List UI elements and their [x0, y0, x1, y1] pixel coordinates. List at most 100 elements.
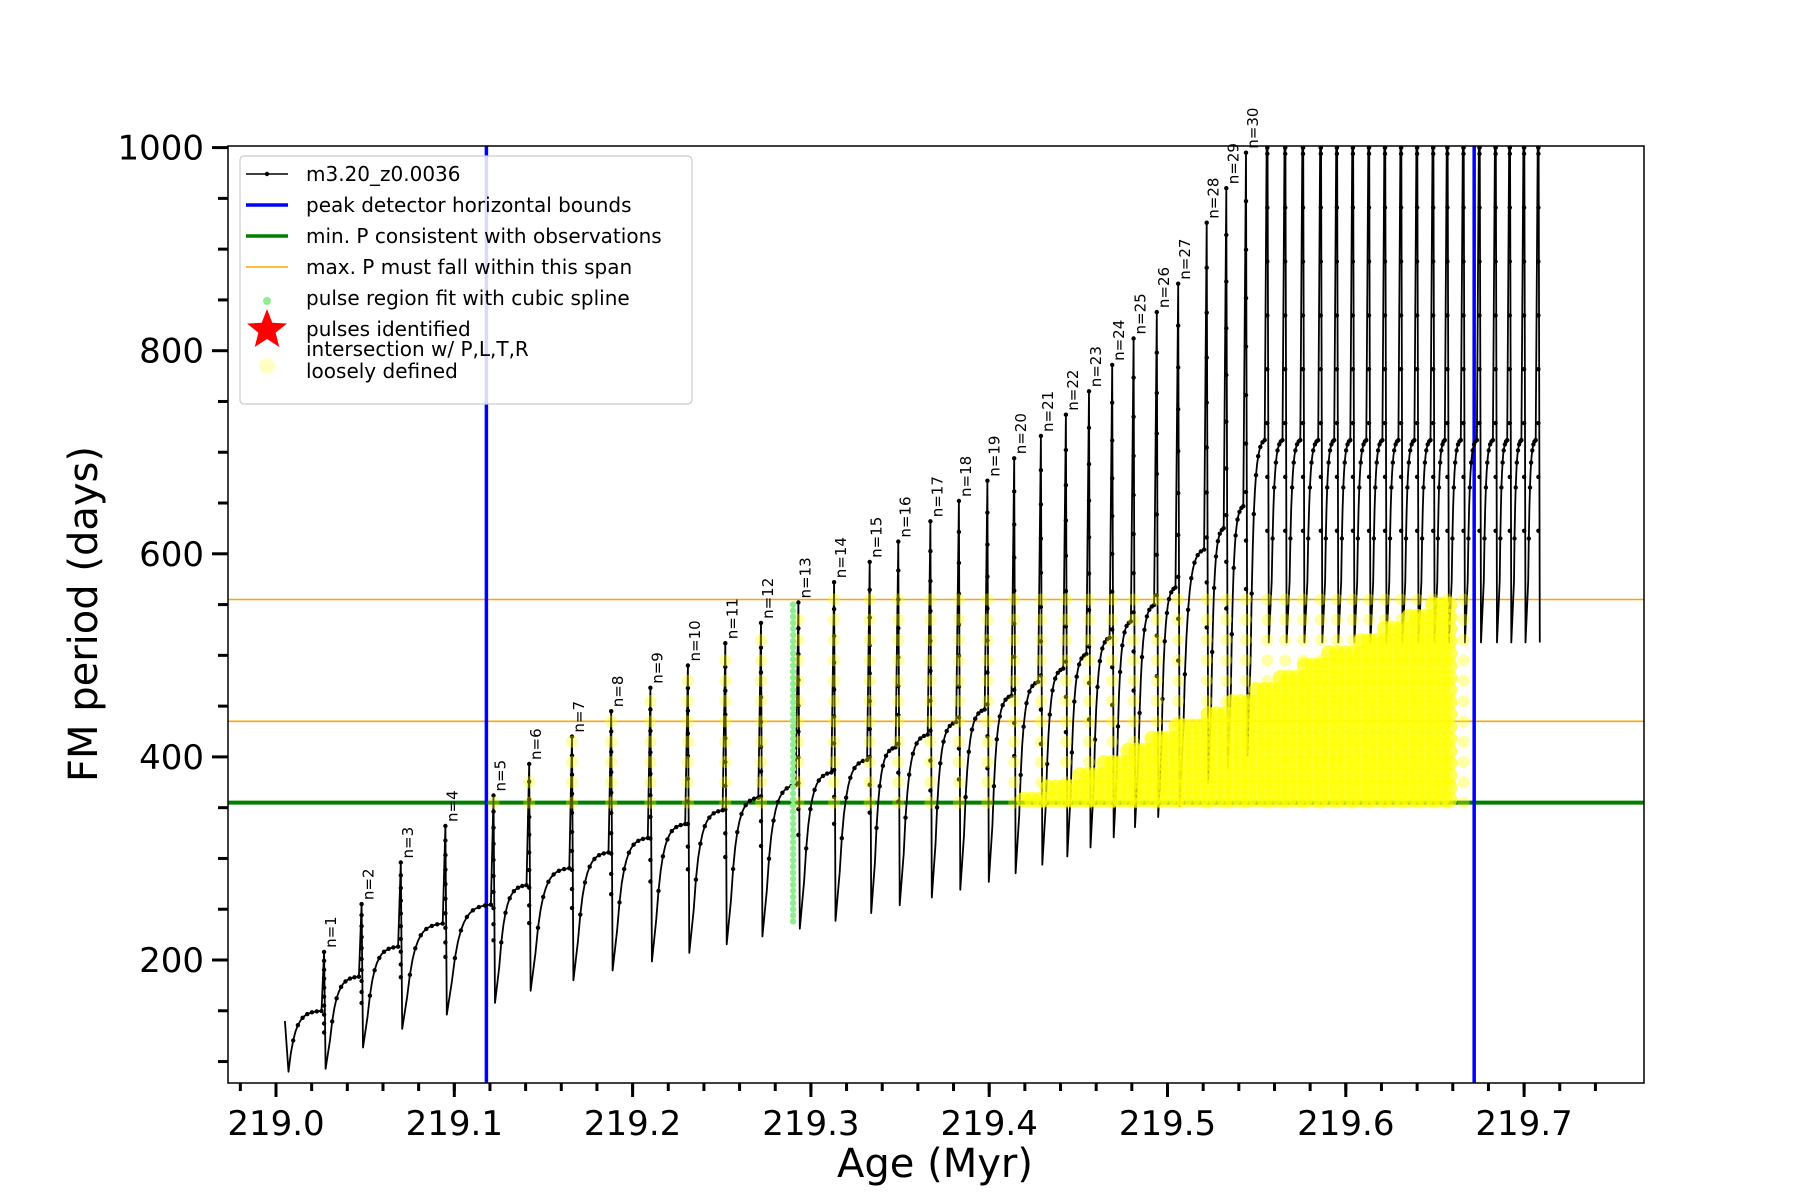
model-point: [1474, 437, 1480, 443]
model-point: [440, 921, 445, 926]
model-point: [747, 798, 753, 803]
legend-label: peak detector horizontal bounds: [306, 193, 632, 217]
model-point: [1038, 741, 1044, 747]
spline-point: [789, 772, 797, 779]
intersection-marker: [1220, 634, 1233, 647]
model-point: [985, 478, 990, 483]
model-point: [1327, 448, 1333, 453]
model-point: [609, 709, 614, 714]
model-point: [852, 765, 857, 771]
intersection-marker: [1059, 715, 1072, 728]
model-point: [994, 737, 999, 742]
intersection-marker: [892, 735, 905, 748]
model-point: [561, 866, 567, 872]
model-point: [1521, 259, 1527, 264]
model-point: [1154, 390, 1160, 396]
spline-point: [789, 656, 797, 663]
model-point: [1131, 649, 1136, 654]
intersection-marker: [644, 776, 657, 789]
intersection-marker: [1240, 634, 1252, 647]
model-point: [1154, 552, 1160, 557]
plot-area: [228, 146, 1644, 1083]
intersection-marker: [892, 756, 905, 768]
model-point: [1176, 407, 1181, 412]
intersection-marker: [924, 776, 937, 789]
model-point: [648, 857, 653, 863]
model-point: [1507, 474, 1513, 480]
model-point: [1265, 528, 1270, 533]
model-point: [1334, 420, 1340, 426]
model-point: [1251, 511, 1257, 517]
intersection-marker: [1279, 613, 1292, 626]
model-point: [796, 729, 801, 734]
model-point: [491, 905, 496, 911]
model-point: [527, 814, 532, 820]
intersection-marker: [605, 715, 618, 728]
model-point: [796, 600, 801, 605]
model-point: [648, 793, 653, 798]
model-point: [541, 894, 546, 900]
model-point: [1265, 151, 1270, 156]
model-point: [944, 728, 949, 734]
model-point: [896, 568, 901, 573]
model-point: [1131, 531, 1136, 537]
model-point: [1224, 279, 1229, 284]
model-point: [1398, 420, 1404, 426]
model-point: [1366, 367, 1372, 372]
intersection-marker: [719, 735, 732, 748]
model-point: [1316, 437, 1321, 443]
intersection-marker: [863, 695, 876, 707]
model-point: [1110, 362, 1115, 368]
model-point: [1204, 535, 1209, 540]
model-point: [1243, 392, 1249, 398]
model-point: [1398, 528, 1404, 533]
model-point: [1176, 365, 1181, 370]
pulse-label: n=3: [399, 827, 417, 859]
model-point: [896, 770, 901, 775]
intersection-marker: [1150, 674, 1163, 687]
intersection-marker: [1200, 674, 1213, 687]
model-point: [766, 856, 772, 861]
model-point: [640, 836, 646, 842]
model-point: [1235, 517, 1240, 522]
spline-point: [789, 625, 797, 633]
model-point: [1332, 437, 1337, 443]
intersection-marker: [981, 593, 994, 606]
model-point: [648, 836, 653, 841]
model-point: [796, 832, 801, 838]
intersection-marker: [1127, 613, 1140, 626]
model-point: [1461, 146, 1466, 150]
model-point: [796, 806, 801, 812]
intersection-marker: [719, 695, 732, 707]
model-point: [1224, 559, 1229, 564]
model-point: [1038, 502, 1044, 507]
intersection-marker: [681, 796, 694, 809]
spline-point: [789, 698, 797, 706]
intersection-marker: [1034, 674, 1047, 687]
intersection-marker: [1297, 613, 1309, 626]
intersection-marker: [523, 796, 536, 809]
model-point: [1477, 528, 1482, 533]
model-point: [928, 668, 933, 674]
model-point: [1482, 536, 1487, 541]
model-point: [1306, 536, 1311, 541]
intersection-marker: [863, 796, 876, 809]
model-point: [1318, 528, 1324, 533]
model-point: [1027, 689, 1032, 694]
model-point: [685, 685, 691, 691]
intersection-marker: [1441, 791, 1458, 808]
model-point: [1115, 724, 1121, 729]
intersection-marker: [644, 796, 657, 809]
model-point: [985, 606, 990, 611]
model-point: [1086, 607, 1092, 613]
model-point: [685, 663, 691, 668]
intersection-marker: [1314, 634, 1327, 647]
model-point: [1396, 437, 1401, 443]
model-point: [1461, 367, 1466, 372]
intersection-marker: [1083, 756, 1095, 768]
model-point: [1265, 474, 1270, 480]
model-point: [1309, 460, 1314, 465]
model-point: [723, 831, 728, 836]
model-point: [609, 831, 614, 836]
model-point: [956, 591, 962, 596]
